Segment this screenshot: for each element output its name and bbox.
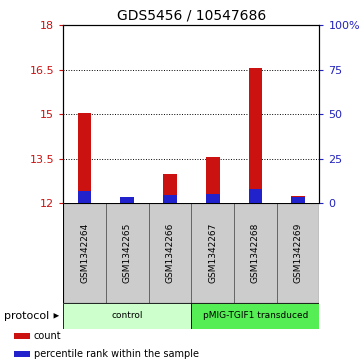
Bar	[106, 203, 149, 303]
Bar	[206, 195, 219, 203]
Bar	[63, 303, 191, 329]
Text: GSM1342265: GSM1342265	[123, 223, 132, 284]
Bar	[291, 196, 305, 203]
Text: GSM1342269: GSM1342269	[293, 223, 303, 284]
Bar	[277, 203, 319, 303]
Bar	[234, 203, 277, 303]
Text: protocol: protocol	[4, 311, 49, 321]
Bar	[63, 203, 106, 303]
Bar	[78, 113, 91, 203]
Bar	[191, 303, 319, 329]
Text: pMIG-TGIF1 transduced: pMIG-TGIF1 transduced	[203, 311, 308, 320]
Bar	[163, 174, 177, 203]
Bar	[163, 195, 177, 203]
Text: count: count	[34, 331, 61, 341]
Bar	[14, 351, 30, 357]
Text: percentile rank within the sample: percentile rank within the sample	[34, 349, 199, 359]
Bar	[121, 197, 134, 203]
Text: control: control	[112, 311, 143, 320]
Bar	[121, 197, 134, 203]
Bar	[206, 157, 219, 203]
Bar	[291, 197, 305, 203]
Bar	[149, 203, 191, 303]
Bar	[14, 333, 30, 339]
Bar	[249, 189, 262, 203]
Bar	[78, 191, 91, 203]
Text: GSM1342264: GSM1342264	[80, 223, 89, 283]
Text: GSM1342268: GSM1342268	[251, 223, 260, 284]
Bar	[191, 203, 234, 303]
Title: GDS5456 / 10547686: GDS5456 / 10547686	[117, 9, 266, 23]
Text: GSM1342267: GSM1342267	[208, 223, 217, 284]
Bar	[249, 68, 262, 203]
Text: GSM1342266: GSM1342266	[165, 223, 174, 284]
